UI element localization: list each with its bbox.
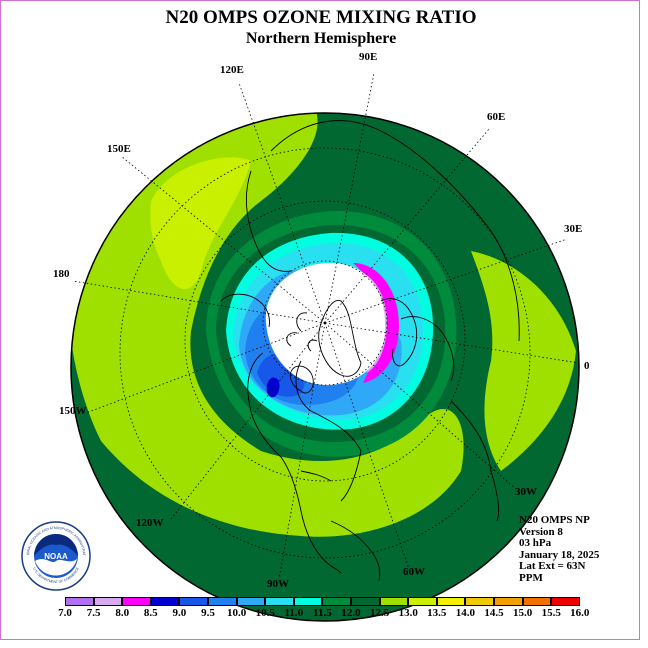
lon-label-60e: 60E — [487, 111, 506, 123]
colorbar-box — [350, 597, 380, 606]
lon-label-120e: 120E — [220, 64, 244, 76]
colorbar-label: 10.5 — [255, 607, 275, 619]
chart-title: N20 OMPS OZONE MIXING RATIO — [165, 7, 477, 28]
product-info: N20 OMPS NP Version 8 03 hPa January 18,… — [519, 514, 637, 584]
lon-label-180: 180 — [53, 268, 70, 280]
colorbar-box — [522, 597, 552, 606]
colorbar-box — [293, 597, 323, 606]
colorbar-box — [379, 597, 409, 606]
colorbar-label: 12.0 — [341, 607, 361, 619]
lon-label-150e: 150E — [107, 143, 131, 155]
polar-map — [70, 72, 580, 622]
colorbar-label: 13.0 — [398, 607, 418, 619]
colorbar-box — [93, 597, 123, 606]
colorbar-label: 7.0 — [58, 607, 72, 619]
colorbar-label: 12.5 — [369, 607, 390, 619]
colorbar-label: 16.0 — [570, 607, 590, 619]
region-lime-east — [471, 251, 576, 471]
colorbar-box — [122, 597, 151, 606]
coastlines — [220, 120, 520, 582]
colorbar-box — [265, 597, 294, 606]
region-dark-blue — [266, 377, 280, 398]
colorbar-label: 9.0 — [172, 607, 187, 619]
colorbar-label: 14.5 — [484, 607, 504, 619]
colorbar-label: 11.0 — [284, 607, 304, 619]
graticule — [72, 72, 580, 580]
figure-frame: N20 OMPS OZONE MIXING RATIO Northern Hem… — [0, 0, 640, 640]
colorbar-box — [322, 597, 351, 606]
lon-label-0: 0 — [584, 360, 590, 372]
colorbar-box — [150, 597, 180, 606]
lon-label-120w: 120W — [136, 517, 164, 529]
colorbar-box — [179, 597, 208, 606]
region-yellow-green — [150, 157, 251, 290]
colorbar-label: 8.0 — [115, 607, 130, 619]
lon-label-90e: 90E — [359, 51, 378, 63]
chart-subtitle: Northern Hemisphere — [245, 30, 397, 47]
colorbar-box — [465, 597, 494, 606]
lon-label-60w: 60W — [403, 566, 425, 578]
info-version: Version 8 — [519, 525, 563, 538]
colorbar-box — [65, 597, 94, 606]
info-lat-ext: Lat Ext = 63N — [519, 560, 586, 572]
colorbar-labels: 7.0 7.5 8.0 8.5 9.0 9.5 10.0 10.5 11.0 11.5 12.0 12… — [1, 607, 639, 621]
colorbar-label: 9.5 — [201, 607, 215, 619]
noaa-logo: NOAA NATIONAL OCEANIC AND ATMOSPHERIC AD… — [21, 521, 91, 591]
lon-label-30w: 30W — [515, 486, 537, 498]
colorbar-label: 15.0 — [512, 607, 533, 619]
colorbar-box — [493, 597, 523, 606]
colorbar-label: 13.5 — [427, 607, 447, 619]
info-units: PPM — [519, 571, 543, 584]
colorbar-label: 7.5 — [86, 607, 101, 619]
info-level: 03 hPa — [519, 537, 552, 549]
colorbar-box — [207, 597, 237, 606]
info-date: January 18, 2025 — [519, 548, 600, 561]
info-product: N20 OMPS NP — [519, 514, 590, 526]
map-boundary — [70, 112, 580, 622]
lon-label-150w: 150W — [59, 405, 87, 417]
colorbar-label: 10.0 — [226, 607, 247, 619]
lon-label-90w: 90W — [267, 578, 289, 590]
colorbar-label: 14.0 — [455, 607, 476, 619]
colorbar — [65, 597, 580, 607]
colorbar-box — [408, 597, 437, 606]
region-magenta — [353, 263, 399, 383]
colorbar-label: 15.5 — [541, 607, 561, 619]
colorbar-label: 11.5 — [313, 607, 332, 619]
colorbar-box — [236, 597, 266, 606]
colorbar-box — [436, 597, 466, 606]
colorbar-box — [551, 597, 580, 606]
logo-center-text: NOAA — [44, 552, 68, 561]
colorbar-label: 8.5 — [143, 607, 158, 619]
lon-label-30e: 30E — [564, 223, 583, 235]
